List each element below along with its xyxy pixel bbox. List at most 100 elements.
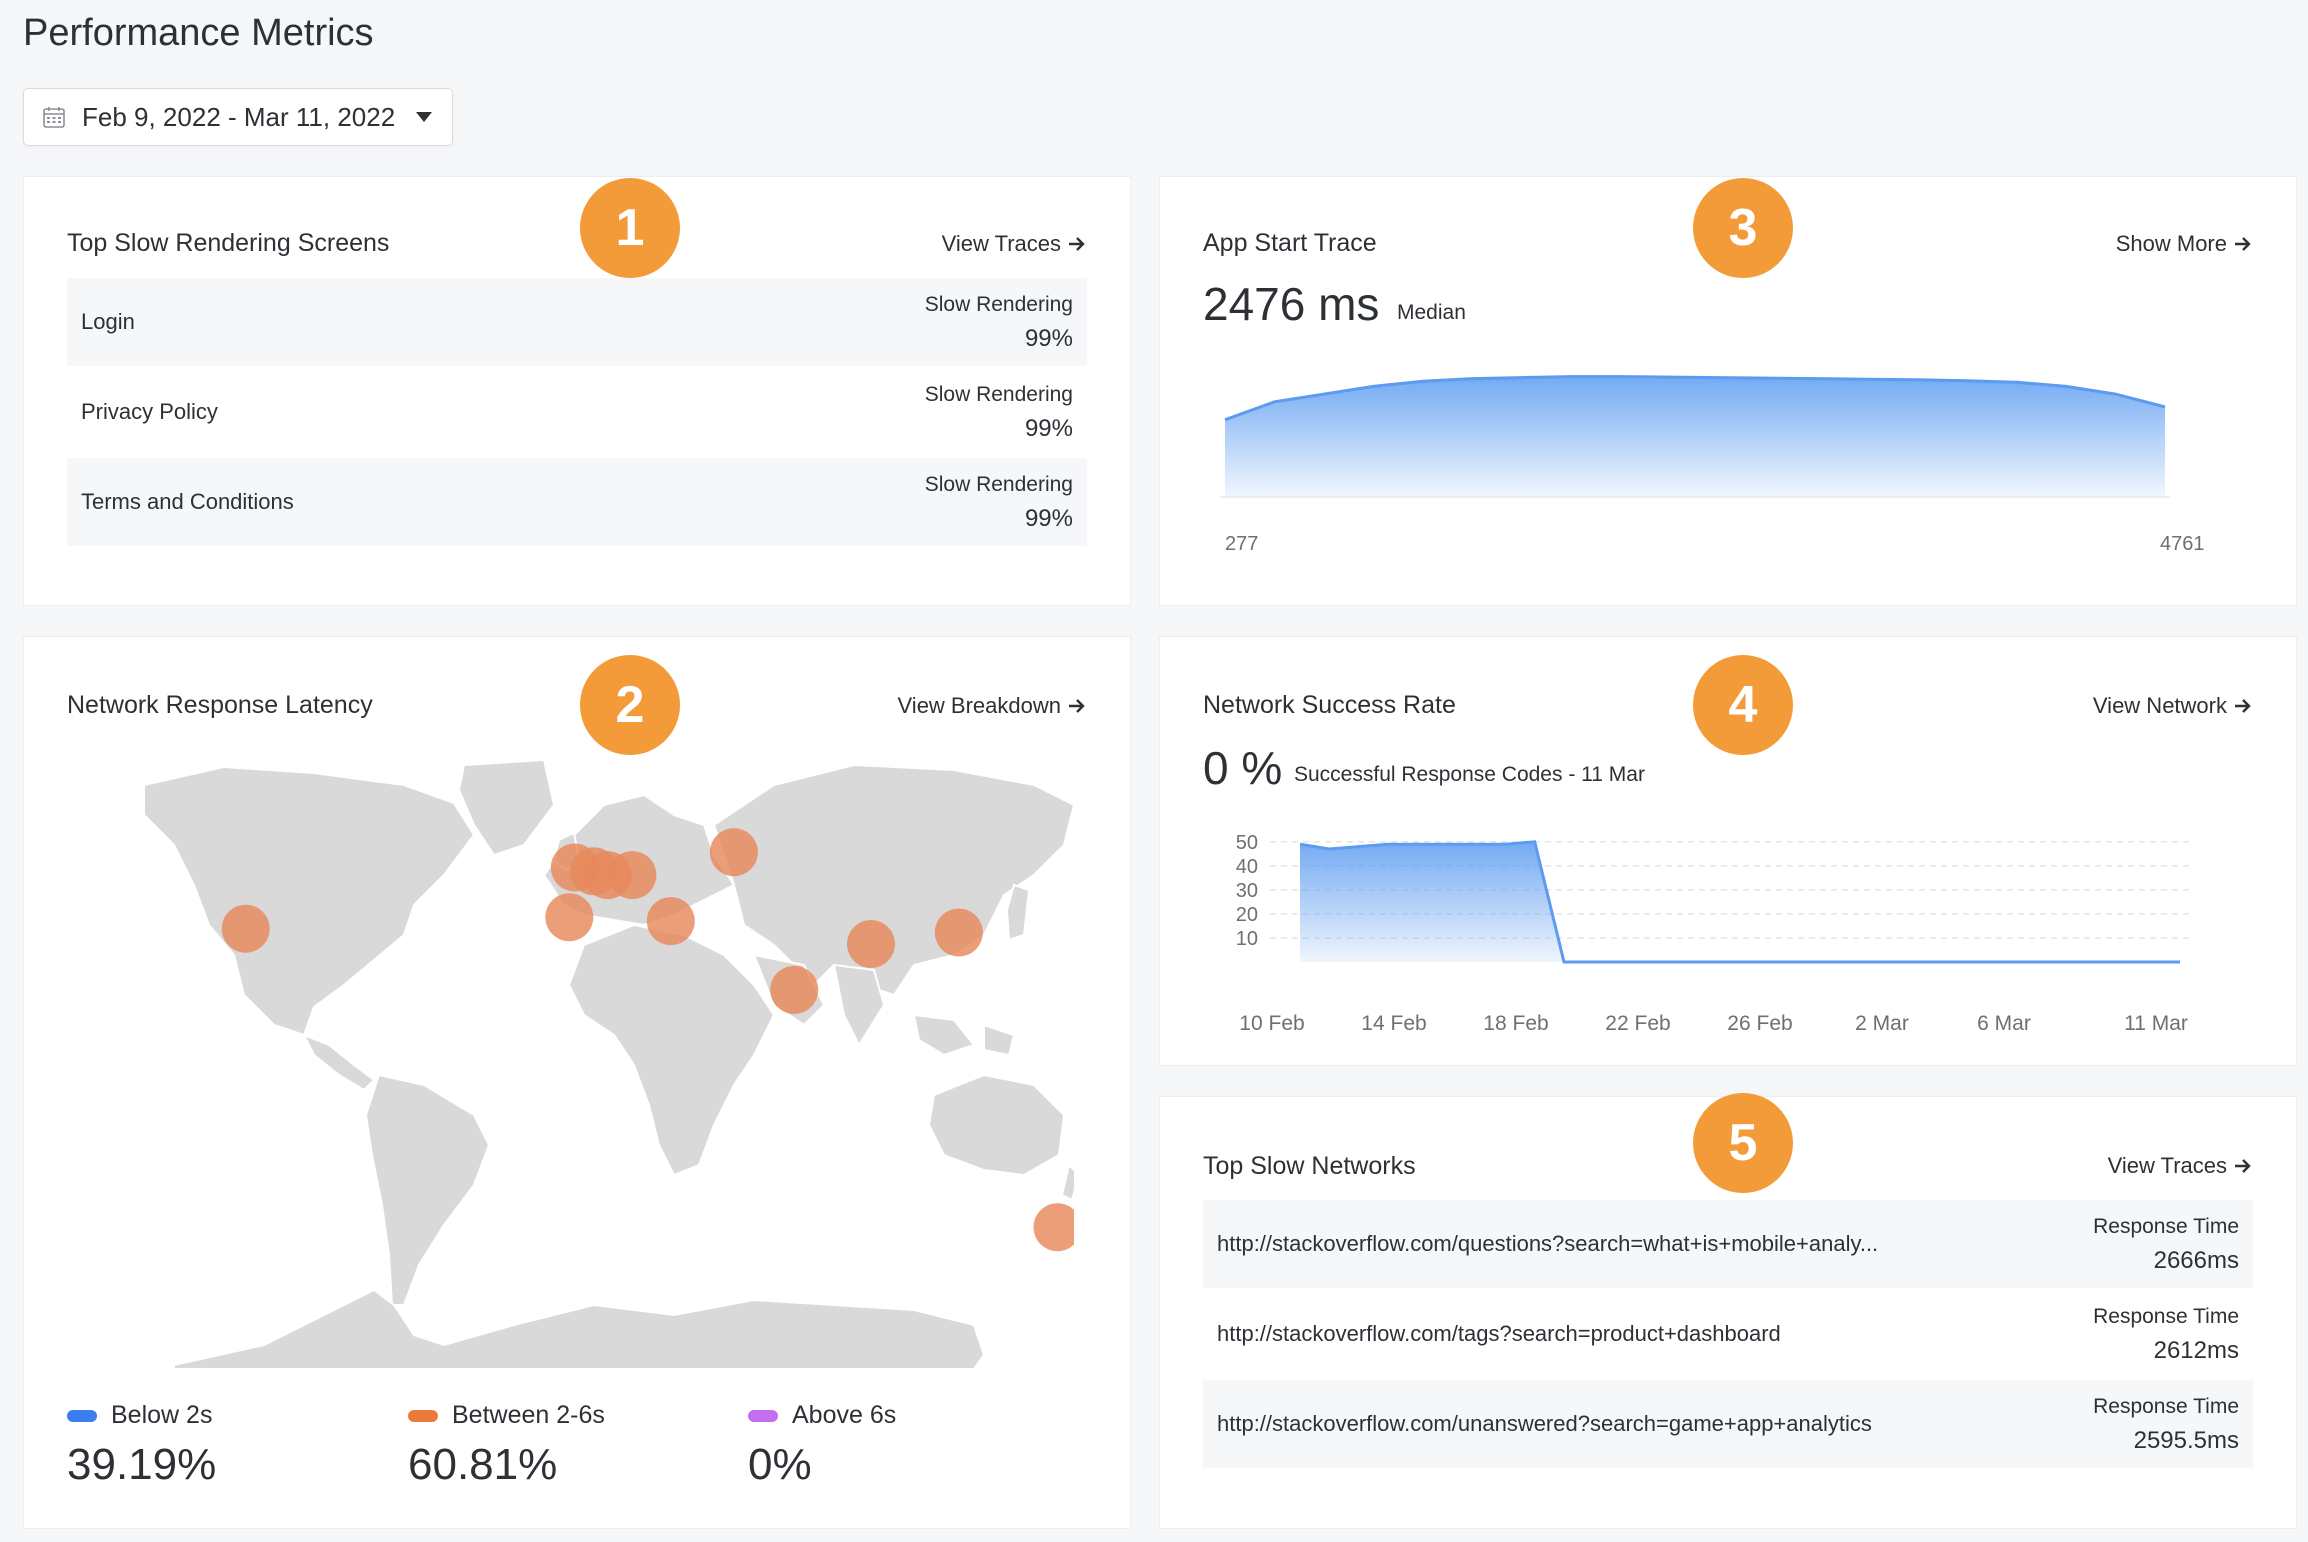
legend-value: 0% — [748, 1440, 812, 1489]
page-title: Performance Metrics — [23, 12, 374, 54]
view-traces-link[interactable]: View Traces — [942, 231, 1087, 257]
network-url: http://stackoverflow.com/questions?searc… — [1217, 1231, 1879, 1256]
legend-swatch — [67, 1409, 97, 1422]
link-label: View Breakdown — [897, 693, 1061, 718]
badge-1: 1 — [580, 178, 680, 278]
map-bubble-california[interactable] — [221, 904, 270, 953]
show-more-link[interactable]: Show More — [2116, 231, 2253, 257]
network-url: http://stackoverflow.com/unanswered?sear… — [1217, 1411, 1872, 1436]
legend-label: Between 2-6s — [452, 1401, 605, 1429]
x-tick-label: 22 Feb — [1605, 1012, 1670, 1035]
badge-2: 2 — [580, 655, 680, 755]
view-network-link[interactable]: View Network — [2093, 693, 2253, 719]
x-tick-label: 14 Feb — [1361, 1012, 1426, 1035]
min-label: 277 — [1225, 533, 1259, 555]
x-tick-label: 26 Feb — [1727, 1012, 1792, 1035]
map-bubble-spain[interactable] — [545, 893, 594, 942]
list-item[interactable]: http://stackoverflow.com/questions?searc… — [1203, 1200, 2253, 1288]
map-bubble-poland[interactable] — [608, 851, 657, 900]
badge-5: 5 — [1693, 1093, 1793, 1193]
success-rate-label: Successful Response Codes - 11 Mar — [1294, 763, 1645, 786]
x-tick-label: 18 Feb — [1483, 1012, 1548, 1035]
screen-name: Terms and Conditions — [81, 489, 294, 514]
slow-networks-card: Top Slow Networks View Traces http://sta… — [1159, 1096, 2297, 1529]
y-tick-label: 40 — [1236, 856, 1258, 878]
area-line — [1224, 375, 2166, 422]
legend-value: 39.19% — [67, 1440, 217, 1489]
list-item[interactable]: Login Slow Rendering 99% — [67, 278, 1087, 366]
app-start-chart — [1220, 375, 2170, 498]
map-bubble-japan[interactable] — [934, 908, 983, 957]
area-line — [1299, 840, 2180, 964]
x-tick-label: 6 Mar — [1977, 1012, 2031, 1035]
link-label: View Traces — [941, 231, 1061, 256]
network-url: http://stackoverflow.com/tags?search=pro… — [1217, 1321, 1781, 1346]
metric-value: 2666ms — [2153, 1247, 2239, 1274]
card-title: Network Success Rate — [1203, 691, 1456, 719]
median-label: Median — [1397, 301, 1466, 324]
success-rate-value: 0 % — [1203, 742, 1283, 794]
date-range-picker[interactable]: Feb 9, 2022 - Mar 11, 2022 — [23, 88, 453, 146]
y-tick-label: 20 — [1236, 904, 1258, 926]
link-label: Show More — [2115, 231, 2227, 256]
success-rate-card: Network Success Rate View Network 0 % Su… — [1159, 636, 2297, 1066]
x-tick-label: 2 Mar — [1855, 1012, 1909, 1035]
list-item[interactable]: Terms and Conditions Slow Rendering 99% — [67, 458, 1087, 546]
map-bubble-new-zealand[interactable] — [1033, 1203, 1075, 1252]
metric-label: Response Time — [2093, 1305, 2239, 1328]
screen-name: Privacy Policy — [81, 399, 218, 424]
list-item[interactable]: http://stackoverflow.com/unanswered?sear… — [1203, 1380, 2253, 1468]
card-title: App Start Trace — [1203, 229, 1377, 257]
area-fill — [1225, 376, 2165, 497]
metric-label: Slow Rendering — [924, 293, 1073, 316]
legend-between-2-6s: Between 2-6s 60.81% — [408, 1401, 605, 1490]
legend-label: Above 6s — [792, 1401, 897, 1429]
y-tick-label: 50 — [1236, 832, 1258, 854]
arrow-right-icon — [1069, 699, 1085, 713]
map-bubble-turkey[interactable] — [646, 897, 695, 946]
list-item[interactable]: http://stackoverflow.com/tags?search=pro… — [1203, 1290, 2253, 1378]
view-breakdown-link[interactable]: View Breakdown — [898, 693, 1087, 719]
area-fill — [1300, 841, 2180, 962]
map-bubble-china[interactable] — [847, 920, 895, 968]
metric-value: 99% — [1024, 415, 1073, 442]
link-label: View Traces — [2107, 1153, 2227, 1178]
metric-label: Response Time — [2093, 1395, 2239, 1418]
slow-screens-card: Top Slow Rendering Screens View Traces L… — [23, 176, 1131, 606]
view-traces-link[interactable]: View Traces — [2108, 1153, 2253, 1179]
arrow-right-icon — [2235, 1159, 2251, 1173]
metric-label: Slow Rendering — [924, 473, 1073, 496]
max-label: 4761 — [2160, 533, 2205, 555]
map-bubble-india[interactable] — [770, 965, 819, 1014]
link-label: View Network — [2092, 693, 2227, 718]
map-bubbles — [221, 828, 1075, 1252]
metric-value: 2612ms — [2153, 1337, 2239, 1364]
map-bubble-russia[interactable] — [709, 828, 758, 877]
legend-below-2s: Below 2s 39.19% — [67, 1401, 216, 1490]
y-tick-label: 30 — [1236, 880, 1258, 902]
badge-3: 3 — [1693, 178, 1793, 278]
card-title: Network Response Latency — [67, 691, 373, 719]
badge-4: 4 — [1693, 655, 1793, 755]
x-tick-label: 11 Mar — [2124, 1012, 2188, 1035]
y-tick-label: 10 — [1236, 928, 1258, 950]
metric-value: 2595.5ms — [2133, 1427, 2239, 1454]
legend-value: 60.81% — [408, 1440, 558, 1489]
legend-swatch — [408, 1409, 438, 1422]
x-tick-label: 10 Feb — [1239, 1012, 1304, 1035]
arrow-right-icon — [2235, 699, 2251, 713]
card-title: Top Slow Networks — [1203, 1152, 1416, 1180]
median-value: 2476 ms — [1203, 278, 1380, 330]
world-map[interactable] — [114, 745, 1074, 1369]
metric-label: Response Time — [2093, 1215, 2239, 1238]
map-land — [143, 758, 1074, 1369]
latency-card: Network Response Latency View Breakdown — [23, 636, 1131, 1529]
arrow-right-icon — [2235, 237, 2251, 251]
list-item[interactable]: Privacy Policy Slow Rendering 99% — [67, 368, 1087, 456]
metric-label: Slow Rendering — [924, 383, 1073, 406]
legend-above-6s: Above 6s 0% — [748, 1401, 896, 1490]
metric-value: 99% — [1024, 505, 1073, 532]
date-range-text: Feb 9, 2022 - Mar 11, 2022 — [82, 101, 396, 132]
metric-value: 99% — [1024, 325, 1073, 352]
